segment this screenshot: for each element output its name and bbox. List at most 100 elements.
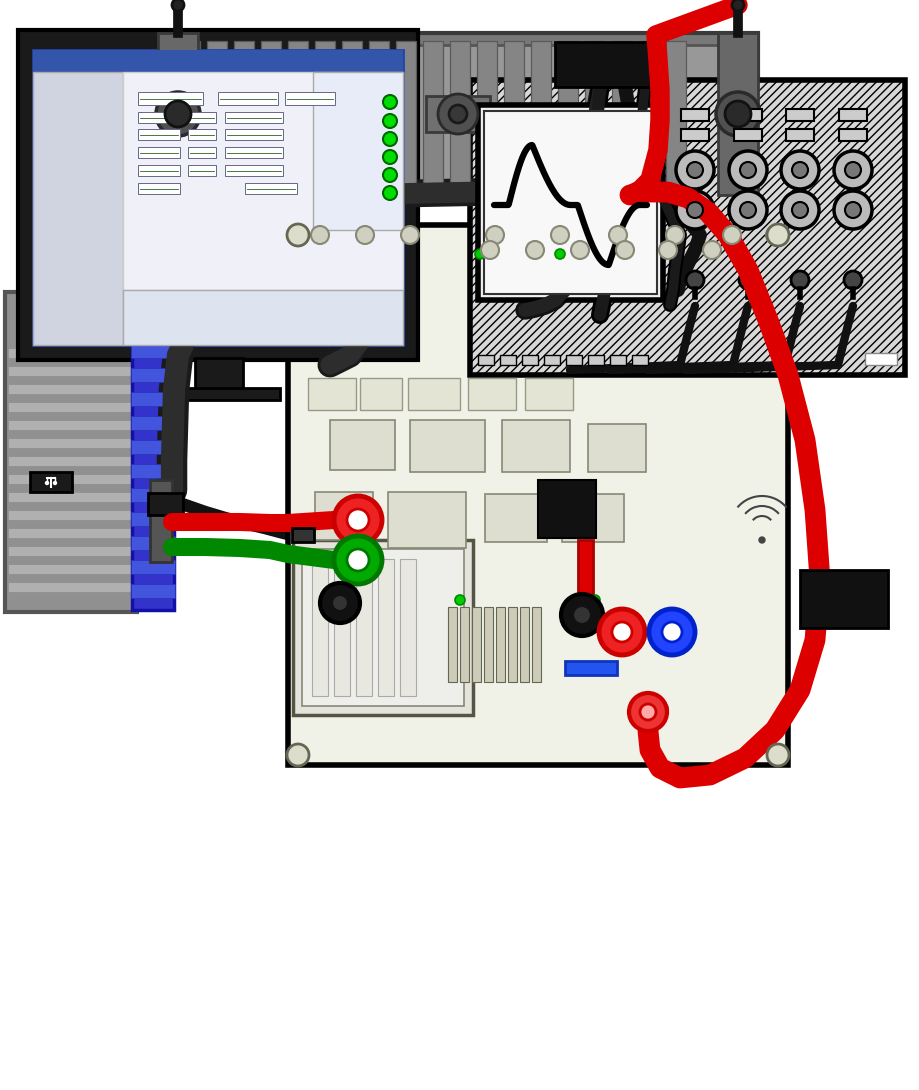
Bar — [288, 41, 308, 187]
Circle shape — [723, 226, 741, 244]
Circle shape — [792, 162, 808, 178]
Bar — [356, 559, 372, 697]
Bar — [632, 355, 648, 365]
Circle shape — [687, 202, 703, 218]
Circle shape — [599, 609, 645, 655]
Bar — [786, 109, 814, 121]
Circle shape — [571, 241, 589, 259]
Circle shape — [383, 168, 397, 182]
Bar — [8, 456, 134, 467]
Bar — [131, 488, 175, 502]
Bar — [225, 147, 283, 158]
Bar — [504, 41, 524, 187]
Circle shape — [46, 482, 49, 484]
Circle shape — [561, 594, 603, 635]
Bar — [138, 165, 180, 175]
Circle shape — [481, 241, 499, 259]
Circle shape — [156, 92, 200, 136]
Bar — [131, 416, 175, 429]
Circle shape — [334, 496, 382, 544]
Circle shape — [781, 152, 819, 189]
Bar — [166, 45, 750, 183]
Bar — [588, 424, 646, 472]
Bar — [131, 368, 175, 381]
Circle shape — [662, 622, 682, 642]
Circle shape — [168, 104, 188, 124]
Bar — [388, 492, 466, 548]
Circle shape — [347, 549, 369, 571]
Circle shape — [320, 583, 360, 623]
Bar — [578, 540, 593, 595]
Bar — [342, 41, 362, 187]
Circle shape — [311, 226, 329, 244]
Bar — [448, 607, 457, 682]
Bar — [138, 112, 180, 123]
Circle shape — [703, 241, 721, 259]
Bar — [292, 528, 314, 542]
Circle shape — [53, 482, 56, 484]
Bar — [234, 41, 254, 187]
Circle shape — [729, 191, 767, 229]
Bar — [369, 41, 389, 187]
Bar — [8, 420, 134, 429]
Bar — [532, 607, 541, 682]
Bar — [681, 109, 709, 121]
Circle shape — [287, 225, 309, 246]
Bar — [734, 129, 762, 141]
Circle shape — [732, 0, 744, 11]
Circle shape — [640, 704, 656, 720]
Bar — [131, 464, 175, 479]
Bar — [131, 440, 175, 455]
Bar — [562, 494, 624, 542]
Circle shape — [792, 202, 808, 218]
Bar — [426, 96, 490, 132]
Bar — [8, 564, 134, 574]
Bar — [472, 607, 481, 682]
Circle shape — [590, 595, 600, 605]
Bar — [400, 559, 416, 697]
Bar — [18, 31, 418, 360]
Bar — [180, 41, 200, 187]
Bar — [225, 112, 283, 123]
Bar — [285, 92, 335, 105]
Bar — [496, 607, 505, 682]
Bar — [334, 559, 350, 697]
Bar — [148, 493, 183, 514]
Bar — [378, 559, 394, 697]
Circle shape — [526, 241, 544, 259]
Bar — [565, 661, 617, 675]
Circle shape — [609, 226, 627, 244]
Bar — [502, 420, 570, 472]
Circle shape — [676, 152, 714, 189]
Bar — [8, 474, 134, 484]
Bar — [478, 355, 494, 365]
Bar — [8, 528, 134, 538]
Bar — [123, 290, 403, 346]
Bar — [639, 41, 659, 187]
Bar — [30, 472, 72, 492]
Bar — [158, 33, 198, 195]
Circle shape — [383, 186, 397, 199]
Bar — [718, 33, 758, 195]
Circle shape — [401, 226, 419, 244]
Bar — [245, 183, 297, 194]
Bar — [460, 607, 469, 682]
Bar — [500, 355, 516, 365]
Bar — [396, 41, 416, 187]
Circle shape — [332, 595, 348, 611]
Bar — [315, 492, 373, 540]
Bar — [839, 129, 867, 141]
Bar — [188, 129, 216, 140]
Circle shape — [449, 105, 467, 123]
Circle shape — [649, 609, 695, 655]
Circle shape — [740, 202, 756, 218]
Circle shape — [716, 92, 760, 136]
Bar — [525, 378, 573, 410]
Circle shape — [729, 152, 767, 189]
Bar — [138, 147, 180, 158]
Bar — [207, 41, 227, 187]
Bar — [8, 384, 134, 393]
Bar — [423, 41, 443, 187]
Bar — [531, 41, 551, 187]
Bar — [312, 559, 328, 697]
